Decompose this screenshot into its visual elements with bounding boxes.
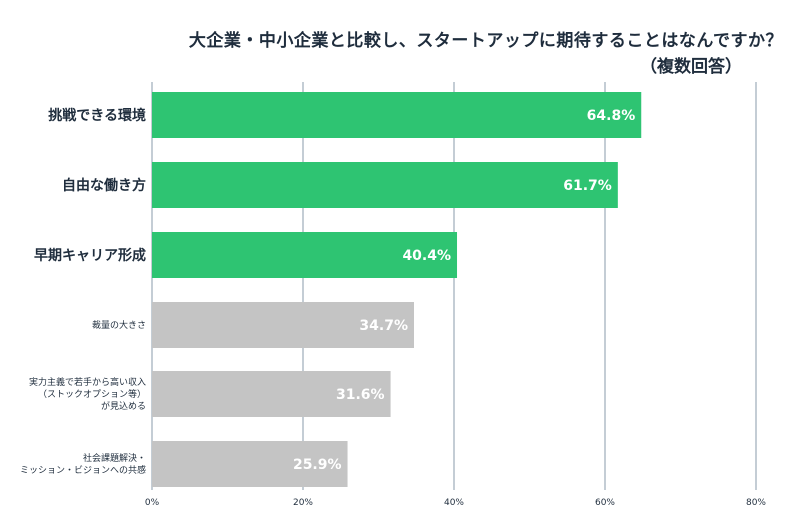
x-tick-label: 40% (444, 498, 464, 508)
x-tick-label: 60% (595, 498, 615, 508)
bar (152, 371, 391, 417)
x-tick-label: 0% (145, 498, 160, 508)
data-label: 64.8% (587, 108, 636, 124)
x-tick-label: 20% (293, 498, 313, 508)
data-label: 31.6% (336, 387, 385, 403)
category-label: 早期キャリア形成 (34, 247, 146, 264)
bar (152, 441, 348, 487)
data-label: 34.7% (359, 318, 408, 334)
bar (152, 92, 642, 138)
label-layer: 0% 20% 40% 60% 80% 64.8% 挑戦できる環境 61.7% 自由な働き方 40.… (20, 107, 766, 508)
x-tick-label: 80% (746, 498, 766, 508)
chart-subtitle: （複数回答） (640, 57, 742, 77)
category-label: 挑戦できる環境 (48, 107, 146, 124)
category-label: 社会課題解決・ミッション・ビジョンへの共感 (20, 452, 146, 476)
chart-title: 大企業・中小企業と比較し、スタートアップに期待することはなんですか？ (188, 31, 783, 51)
data-label: 40.4% (402, 248, 451, 264)
category-label: 裁量の大きさ (92, 319, 146, 331)
bar (152, 232, 458, 278)
category-label: 自由な働き方 (62, 177, 146, 194)
grid-layer (151, 82, 757, 490)
category-label: 実力主義で若手から高い収入（ストックオプション等）が見込める (29, 376, 146, 412)
bar (152, 302, 414, 348)
data-label: 25.9% (293, 457, 342, 473)
data-label: 61.7% (563, 178, 612, 194)
bar (152, 162, 618, 208)
bar-layer (152, 92, 642, 487)
